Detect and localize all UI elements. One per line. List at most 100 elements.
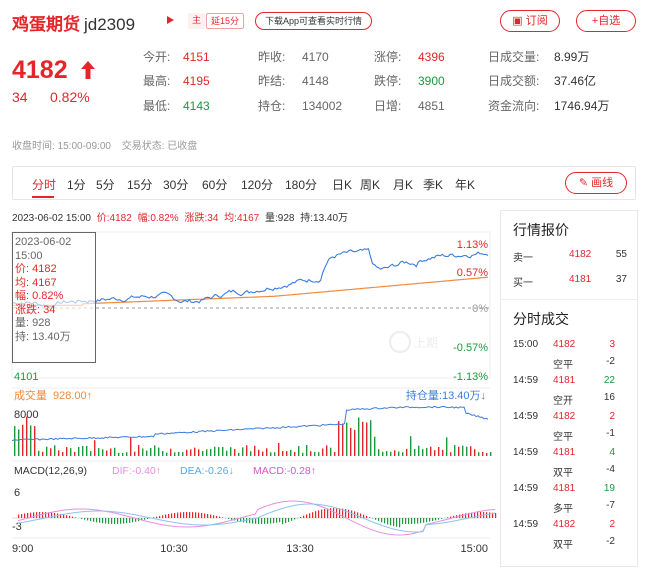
trade-price: 4182 bbox=[553, 339, 576, 350]
volume-bar bbox=[50, 448, 52, 456]
stat-value: 4195 bbox=[183, 74, 210, 88]
macd-bar bbox=[210, 514, 212, 518]
macd-bar bbox=[81, 518, 83, 519]
period-tab[interactable]: 日K bbox=[332, 178, 353, 192]
macd-bar bbox=[111, 518, 113, 524]
macd-bar bbox=[318, 510, 320, 518]
close-time: 15:00-09:00 bbox=[57, 141, 111, 152]
volume-bar bbox=[78, 446, 80, 456]
macd-bar bbox=[45, 512, 47, 518]
macd-bar bbox=[243, 518, 245, 523]
macd-bar bbox=[432, 518, 434, 522]
period-tab[interactable]: 30分 bbox=[163, 178, 189, 192]
subscribe-button[interactable]: ▣ 订阅 bbox=[500, 10, 560, 32]
macd-bar bbox=[294, 518, 296, 520]
add-watchlist-button[interactable]: +自选 bbox=[576, 10, 636, 32]
volume-bar bbox=[358, 417, 360, 456]
volume-bar bbox=[138, 445, 140, 456]
trade-oi-change: -2 bbox=[606, 536, 615, 547]
macd-bar bbox=[69, 515, 71, 518]
volume-bar bbox=[178, 451, 180, 456]
volume-bar bbox=[42, 451, 44, 456]
macd-bar bbox=[147, 518, 149, 519]
macd-bar bbox=[24, 513, 26, 518]
macd-bar bbox=[258, 518, 260, 524]
volume-bar bbox=[190, 449, 192, 456]
volume-bar bbox=[310, 451, 312, 456]
session-info: 收盘时间: 15:00-09:00 交易状态: 已收盘 bbox=[12, 137, 197, 152]
info-amp: 幅:0.82% bbox=[137, 213, 179, 224]
period-tab[interactable]: 15分 bbox=[127, 178, 153, 192]
volume-bar bbox=[238, 452, 240, 456]
macd-bar bbox=[414, 518, 416, 524]
stat-label: 今开: bbox=[143, 50, 171, 64]
macd-bar bbox=[216, 515, 218, 518]
volume-bar bbox=[298, 446, 300, 456]
macd-title: MACD(12,26,9) bbox=[14, 465, 87, 477]
trade-oi-change: -2 bbox=[606, 356, 615, 367]
volume-bar bbox=[62, 452, 64, 456]
price-change-pct: 0.82% bbox=[50, 89, 90, 105]
macd-bar bbox=[219, 516, 221, 518]
period-tab[interactable]: 120分 bbox=[241, 178, 274, 192]
macd-bar bbox=[267, 518, 269, 524]
macd-bar bbox=[180, 512, 182, 518]
period-tab[interactable]: 60分 bbox=[202, 178, 228, 192]
ask1-row: 卖一 4182 55 bbox=[513, 249, 627, 264]
trade-qty: 2 bbox=[609, 519, 615, 530]
volume-bar bbox=[66, 447, 68, 456]
volume-bar bbox=[422, 449, 424, 456]
macd-bar bbox=[417, 518, 419, 524]
download-app-link[interactable]: 下载App可查看实时行情 bbox=[255, 12, 373, 30]
period-tab[interactable]: 5分 bbox=[96, 178, 115, 192]
macd-bar bbox=[321, 509, 323, 518]
period-tab[interactable]: 周K bbox=[360, 178, 381, 192]
macd-bar bbox=[195, 512, 197, 518]
volume-bar bbox=[210, 449, 212, 456]
volume-bar bbox=[462, 445, 464, 456]
ask1-label: 卖一 bbox=[513, 253, 533, 264]
period-tab[interactable]: 月K bbox=[393, 178, 414, 192]
macd-bar bbox=[33, 512, 35, 518]
volume-bar bbox=[390, 451, 392, 456]
volume-bar bbox=[170, 448, 172, 456]
macd-bar bbox=[378, 518, 380, 521]
macd-bar bbox=[357, 512, 359, 518]
stat-value: 4851 bbox=[418, 99, 445, 113]
macd-bar bbox=[330, 508, 332, 518]
volume-bar bbox=[14, 426, 16, 456]
trade-state: 已收盘 bbox=[167, 141, 198, 152]
volume-bar bbox=[434, 450, 436, 456]
macd-bar bbox=[261, 518, 263, 524]
macd-bar bbox=[471, 512, 473, 518]
macd-bar bbox=[72, 516, 74, 518]
volume-bar bbox=[194, 447, 196, 456]
volume-bar bbox=[234, 449, 236, 456]
volume-bar bbox=[466, 446, 468, 456]
price-change: 34 bbox=[12, 89, 28, 105]
stat-label: 日增: bbox=[374, 99, 402, 113]
draw-line-button[interactable]: ✎ 画线 bbox=[565, 172, 627, 194]
subscribe-label: 订阅 bbox=[525, 15, 548, 27]
macd-bar bbox=[141, 518, 143, 521]
period-tab[interactable]: 1分 bbox=[67, 178, 86, 192]
play-icon[interactable] bbox=[167, 16, 174, 24]
volume-bar bbox=[410, 436, 412, 456]
macd-bar bbox=[273, 518, 275, 524]
period-tab[interactable]: 180分 bbox=[285, 178, 318, 192]
macd-bar bbox=[129, 518, 131, 523]
volume-bar bbox=[442, 449, 444, 456]
macd-bar bbox=[369, 517, 371, 518]
macd-bar bbox=[447, 517, 449, 518]
period-tab[interactable]: 分时 bbox=[32, 178, 57, 192]
period-tab[interactable]: 年K bbox=[455, 178, 476, 192]
macd-bar bbox=[90, 518, 92, 522]
active-period-indicator bbox=[32, 196, 54, 198]
period-tab[interactable]: 季K bbox=[423, 178, 444, 192]
macd-bar bbox=[429, 518, 431, 522]
volume-bar bbox=[126, 452, 128, 456]
macd-bar bbox=[63, 514, 65, 518]
volume-bar bbox=[202, 450, 204, 456]
volume-bar bbox=[450, 452, 452, 456]
macd-bar bbox=[342, 508, 344, 518]
